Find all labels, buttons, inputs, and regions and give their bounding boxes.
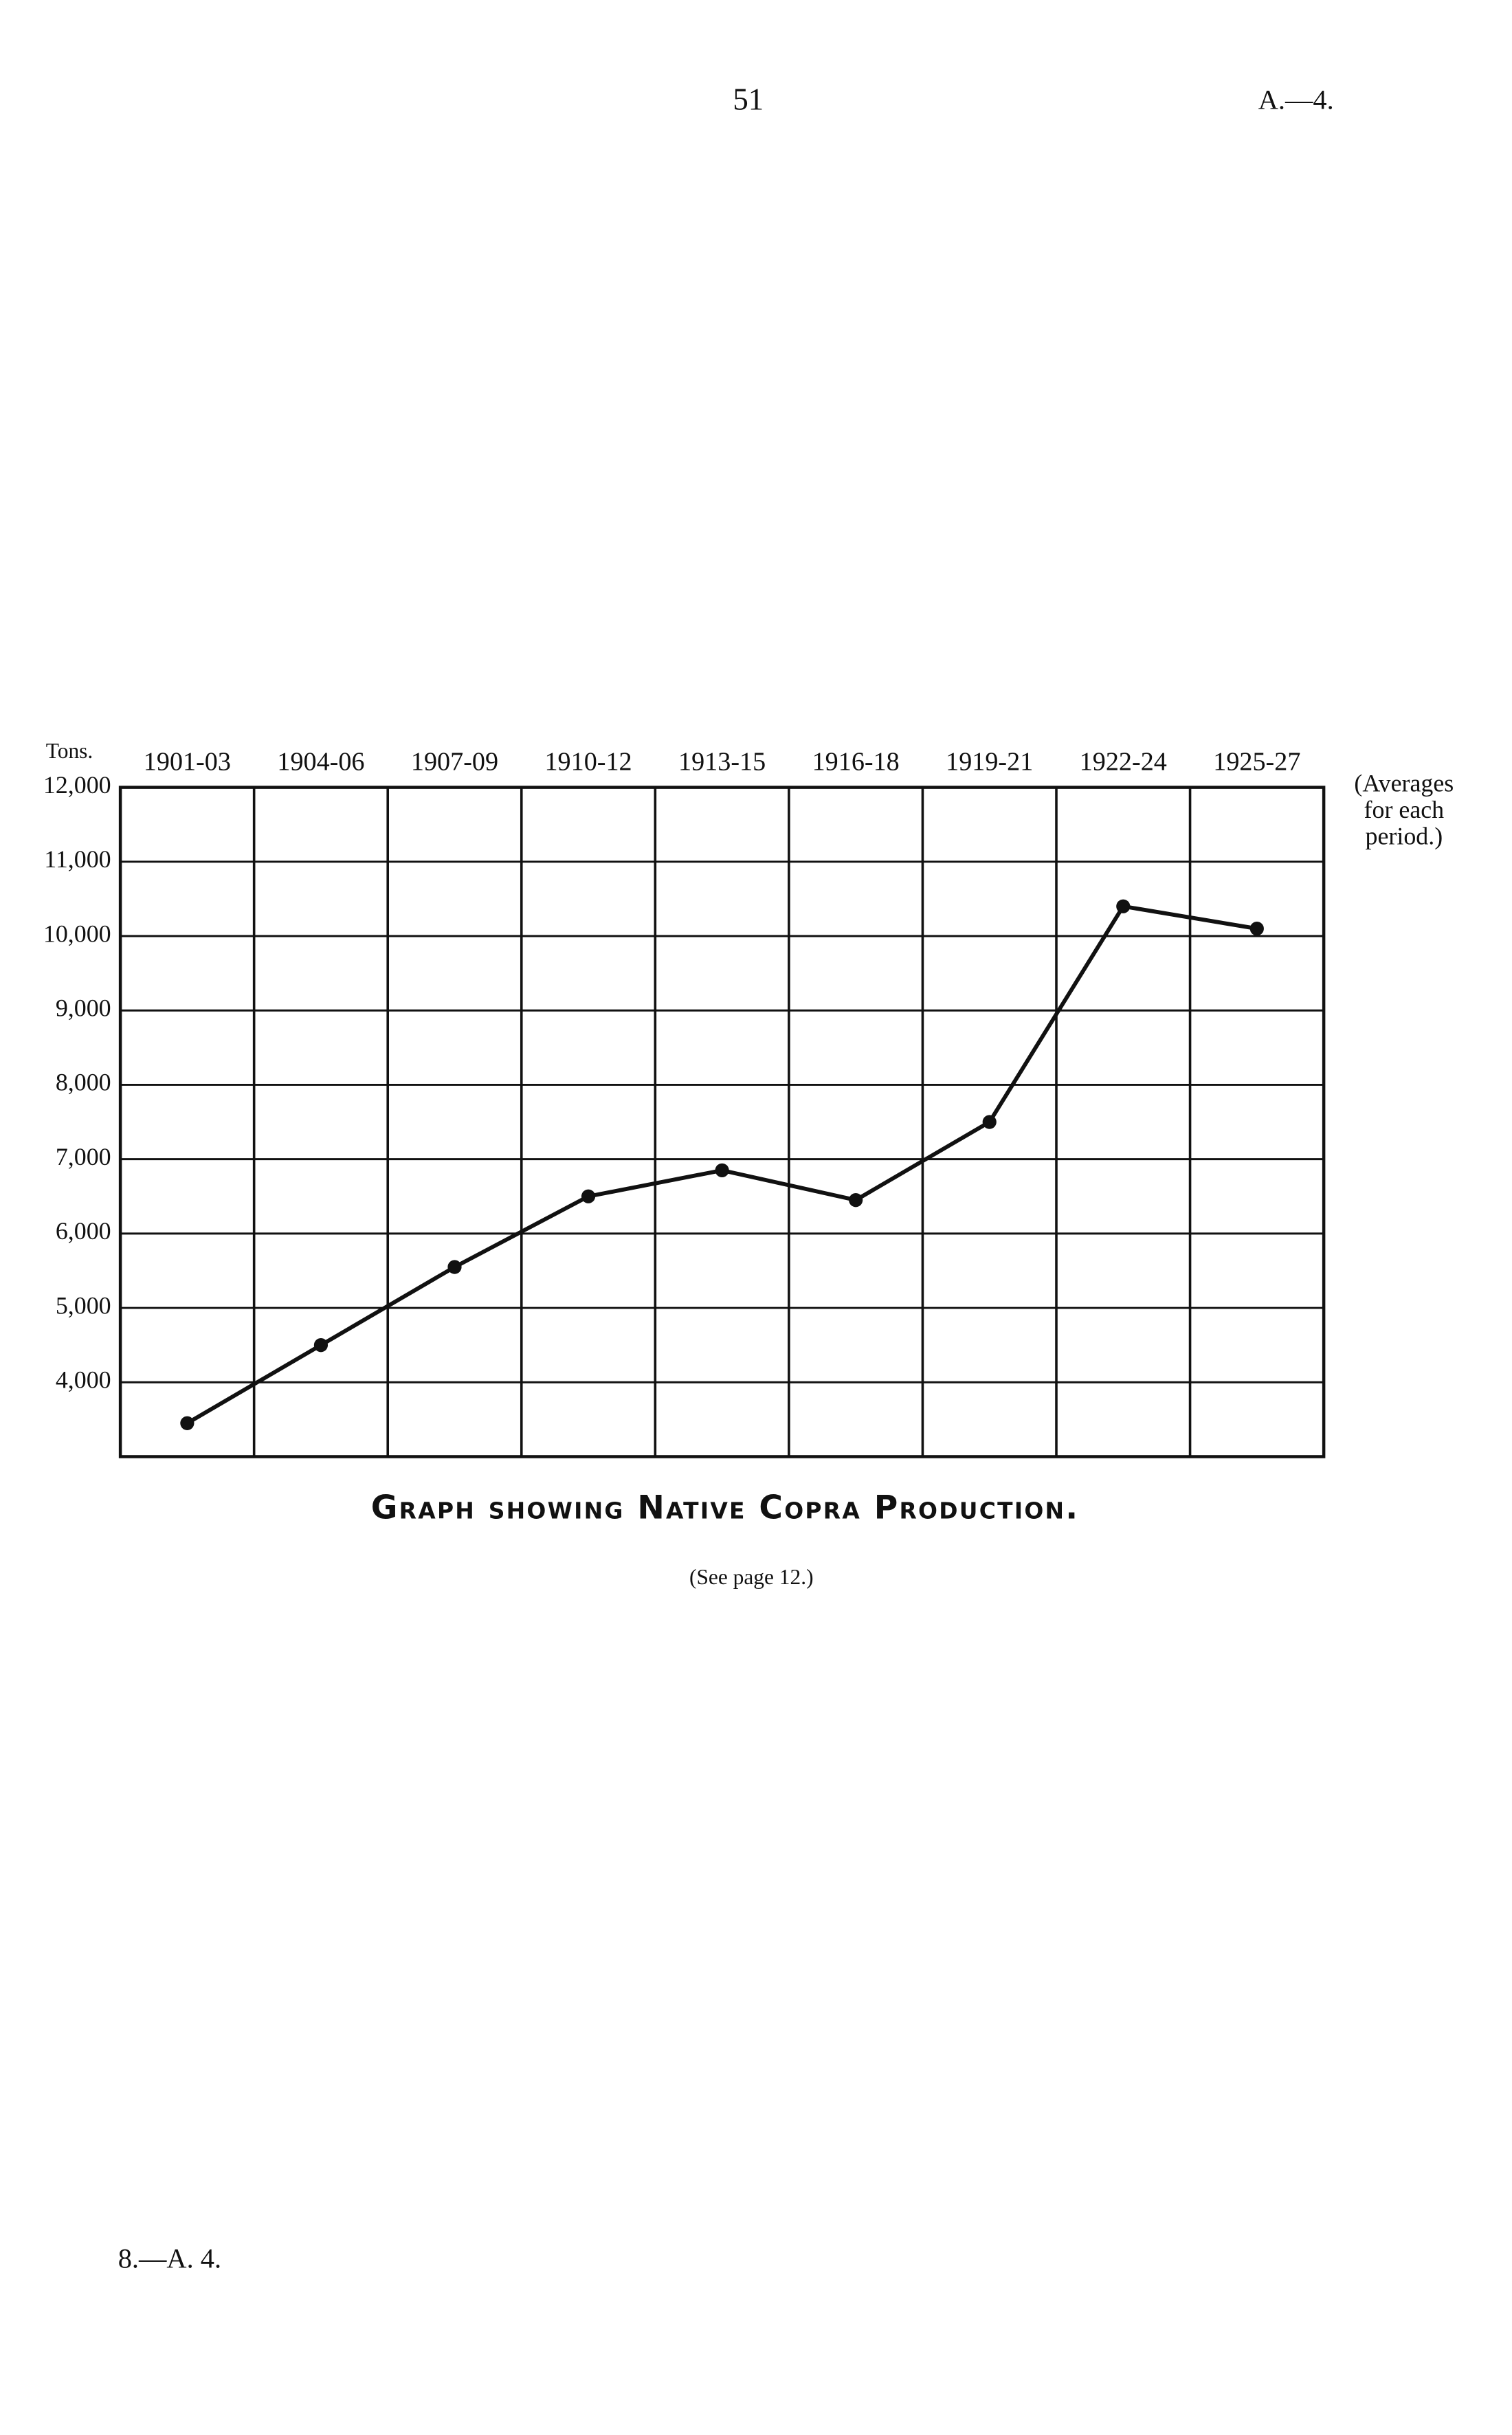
data-point	[447, 1260, 462, 1274]
y-tick-label: 4,000	[56, 1366, 111, 1393]
data-point	[715, 1163, 729, 1178]
y-tick-label: 12,000	[43, 771, 111, 799]
data-point	[849, 1192, 863, 1208]
chart-title: Graph showing Native Copra Production.	[371, 1489, 1080, 1526]
x-tick-label: 1925-27	[1213, 747, 1300, 776]
data-point	[313, 1337, 329, 1353]
annotation: for each	[1364, 796, 1445, 823]
page-reference: A.—4.	[1258, 84, 1334, 115]
x-tick-label: 1907-09	[411, 747, 498, 776]
x-tick-label: 1910-12	[544, 747, 632, 776]
data-point	[982, 1115, 997, 1129]
plot-frame	[118, 786, 1326, 1458]
x-tick-label: 1913-15	[678, 747, 766, 776]
x-tick-label: 1916-18	[812, 747, 900, 776]
annotation: (Averages	[1354, 770, 1454, 797]
y-axis-label: Tons.	[46, 739, 93, 763]
y-tick-label: 11,000	[44, 845, 111, 873]
data-point	[1249, 922, 1264, 936]
y-tick-label: 9,000	[56, 994, 111, 1021]
y-tick-label: 5,000	[56, 1291, 111, 1319]
x-tick-label: 1919-21	[946, 747, 1033, 776]
page-footer: 8.—A. 4.	[118, 2243, 221, 2273]
y-tick-label: 6,000	[56, 1217, 111, 1245]
x-tick-label: 1922-24	[1080, 747, 1167, 776]
y-tick-label: 10,000	[43, 920, 111, 947]
data-point	[180, 1416, 194, 1430]
y-tick-label: 7,000	[56, 1143, 111, 1170]
x-tick-label: 1904-06	[277, 747, 364, 776]
y-tick-label: 8,000	[56, 1069, 111, 1096]
annotation: period.)	[1366, 822, 1443, 849]
chart-subtitle: (See page 12.)	[689, 1565, 814, 1589]
plot: 4,000 5,000 6,000 7,000 8,000 9,000 10,000 11,0…	[43, 747, 1454, 1458]
x-tick-label: 1901-03	[144, 747, 231, 776]
page-number: 51	[733, 82, 764, 116]
data-point	[581, 1189, 596, 1203]
data-point	[1116, 899, 1131, 913]
